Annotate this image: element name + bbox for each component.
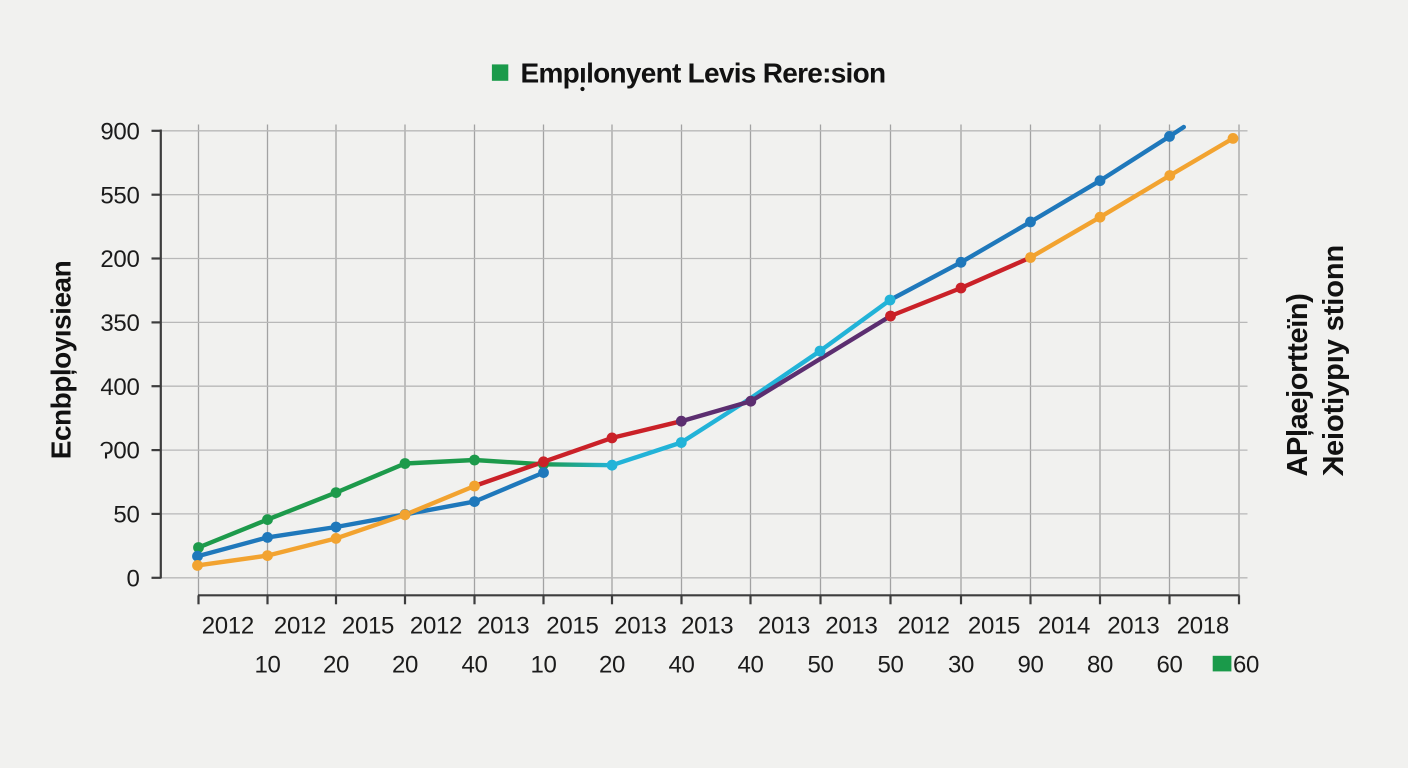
svg-text:2013: 2013 xyxy=(825,612,877,639)
svg-text:2013: 2013 xyxy=(758,612,810,639)
svg-text:50: 50 xyxy=(113,502,139,529)
svg-text:60: 60 xyxy=(1233,651,1259,678)
svg-text:2012: 2012 xyxy=(202,612,254,639)
svg-text:2012: 2012 xyxy=(897,612,949,639)
svg-text:90: 90 xyxy=(1017,651,1043,678)
svg-text:50: 50 xyxy=(807,651,833,678)
svg-text:80: 80 xyxy=(1087,651,1113,678)
svg-text:550: 550 xyxy=(100,182,139,209)
svg-text:20: 20 xyxy=(599,651,625,678)
svg-text:40: 40 xyxy=(737,651,763,678)
svg-text:50: 50 xyxy=(877,651,903,678)
svg-text:2013: 2013 xyxy=(681,612,733,639)
svg-text:20: 20 xyxy=(392,651,418,678)
svg-text:20: 20 xyxy=(323,651,349,678)
svg-text:350: 350 xyxy=(100,310,139,337)
svg-text:2018: 2018 xyxy=(1177,612,1229,639)
svg-text:2013: 2013 xyxy=(477,612,529,639)
svg-text:Empılonyent Levis Rere:sion: Empılonyent Levis Rere:sion xyxy=(521,57,886,88)
svg-text:APļaejortteïn): APļaejortteïn) xyxy=(1282,294,1314,477)
svg-text:2015: 2015 xyxy=(968,612,1020,639)
svg-text:400: 400 xyxy=(100,374,139,401)
svg-text:900: 900 xyxy=(100,118,139,145)
svg-text:2015: 2015 xyxy=(342,612,394,639)
svg-text:40: 40 xyxy=(668,651,694,678)
svg-text:2012: 2012 xyxy=(410,612,462,639)
svg-text:40: 40 xyxy=(461,651,487,678)
svg-text:30: 30 xyxy=(948,651,974,678)
svg-text:2013: 2013 xyxy=(1107,612,1159,639)
svg-text:2013: 2013 xyxy=(614,612,666,639)
svg-text:200: 200 xyxy=(100,246,139,273)
svg-text:2012: 2012 xyxy=(274,612,326,639)
svg-text:60: 60 xyxy=(1156,651,1182,678)
svg-text:eiotiypıy stionn: eiotiypıy stionn xyxy=(1318,245,1350,456)
svg-text:2015: 2015 xyxy=(546,612,598,639)
svg-text:K: K xyxy=(1318,456,1350,477)
svg-text:0: 0 xyxy=(126,565,139,592)
svg-text:Ecnbpļoyısiean: Ecnbpļoyısiean xyxy=(46,261,77,459)
svg-text:Ɂ00: Ɂ00 xyxy=(100,438,140,465)
svg-text:2014: 2014 xyxy=(1038,612,1090,639)
svg-text:10: 10 xyxy=(530,651,556,678)
svg-text:10: 10 xyxy=(254,651,280,678)
